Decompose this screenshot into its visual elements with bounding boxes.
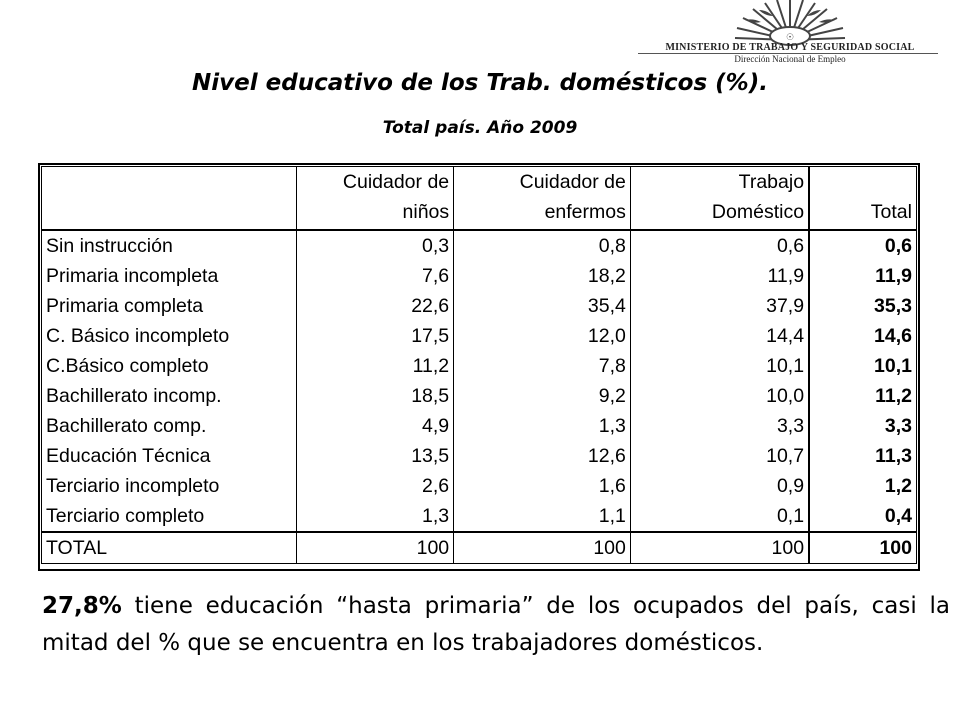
table-cell-total: 3,3: [808, 411, 917, 441]
table-cell: 1,1: [453, 501, 631, 532]
table-cell: 1,6: [453, 471, 631, 501]
column-header: Cuidador de: [453, 166, 631, 197]
table-cell: 100: [629, 531, 810, 564]
table-row: Terciario completo 1,3 1,1 0,1 0,4: [42, 501, 917, 532]
table-cell-total: 11,2: [808, 381, 917, 411]
slide-title: Nivel educativo de los Trab. domésticos …: [192, 70, 768, 96]
table-cell: 0,8: [453, 230, 631, 261]
table-cell: 9,2: [453, 381, 631, 411]
table-row: Primaria incompleta 7,6 18,2 11,9 11,9: [42, 261, 917, 291]
table-cell: 1,3: [453, 411, 631, 441]
column-header: Doméstico: [629, 197, 810, 231]
table-cell: 0,1: [629, 501, 810, 532]
table-cell: 0,3: [295, 230, 454, 261]
table-cell: 4,9: [295, 411, 454, 441]
svg-text:☉: ☉: [786, 33, 794, 43]
education-table: Cuidador de Cuidador de Trabajo niños en…: [41, 166, 917, 564]
row-label: Primaria completa: [46, 295, 204, 317]
table-row: Bachillerato comp. 4,9 1,3 3,3 3,3: [42, 411, 917, 441]
table-frame: [38, 163, 920, 571]
table-cell: 0,9: [629, 471, 810, 501]
table-row: Educación Técnica 13,5 12,6 10,7 11,3: [42, 441, 917, 471]
table-cell: 11,2: [295, 351, 454, 381]
row-label: Bachillerato incomp.: [46, 385, 222, 407]
table-cell: 13,5: [295, 441, 454, 471]
row-label: TOTAL: [41, 531, 297, 564]
table-cell-total: 0,4: [808, 501, 917, 532]
note-highlight: 27,8%: [42, 593, 122, 619]
slide-subtitle: Total país. Año 2009: [382, 118, 578, 138]
table-cell-total: 10,1: [808, 351, 917, 381]
table-cell: 12,0: [453, 321, 631, 351]
table-cell-total: 11,3: [808, 441, 917, 471]
column-header-label: [41, 197, 297, 231]
summary-note: 27,8% tiene educación “hasta primaria” d…: [42, 588, 950, 662]
column-header: [808, 166, 917, 197]
table-row: C.Básico completo 11,2 7,8 10,1 10,1: [42, 351, 917, 381]
table-cell: 10,0: [629, 381, 810, 411]
sun-emblem-icon: ☉: [734, 0, 846, 46]
table-cell: 11,9: [629, 261, 810, 291]
table-cell: 1,3: [295, 501, 454, 532]
column-header: niños: [295, 197, 454, 231]
table-row: C. Básico incompleto 17,5 12,0 14,4 14,6: [42, 321, 917, 351]
note-text: tiene educación “hasta primaria” de los …: [42, 593, 950, 656]
table-cell-total: 0,6: [808, 230, 917, 261]
ministry-name: MINISTERIO DE TRABAJO Y SEGURIDAD SOCIAL: [665, 42, 915, 53]
table-cell: 22,6: [295, 291, 454, 321]
table-cell: 7,8: [453, 351, 631, 381]
row-label: Terciario completo: [46, 505, 205, 527]
column-header: Total: [808, 197, 917, 231]
table-cell: 3,3: [629, 411, 810, 441]
table-cell-total: 14,6: [808, 321, 917, 351]
table-cell: 18,5: [295, 381, 454, 411]
table-cell-total: 35,3: [808, 291, 917, 321]
table-cell: 7,6: [295, 261, 454, 291]
table-cell: 14,4: [629, 321, 810, 351]
row-label: Sin instrucción: [46, 235, 173, 257]
table-row: Terciario incompleto 2,6 1,6 0,9 1,2: [42, 471, 917, 501]
table-cell: 12,6: [453, 441, 631, 471]
row-label: Bachillerato comp.: [46, 415, 207, 437]
table-header-row-1: Cuidador de Cuidador de Trabajo: [42, 166, 917, 198]
table-row: Bachillerato incomp. 18,5 9,2 10,0 11,2: [42, 381, 917, 411]
table-cell: 100: [295, 531, 454, 564]
logo-divider: [638, 53, 938, 54]
table-cell-total: 1,2: [808, 471, 917, 501]
column-header: Cuidador de: [295, 166, 454, 197]
table-cell: 10,1: [629, 351, 810, 381]
total-row: TOTAL 100 100 100 100: [41, 531, 917, 564]
table-row: Sin instrucción 0,3 0,8 0,6 0,6: [42, 230, 917, 261]
ministry-logo: ☉ MINISTERIO DE TRABAJO Y SEGURIDAD SOCI…: [620, 0, 960, 70]
table-cell: 100: [453, 531, 631, 564]
column-header-label: [42, 167, 297, 198]
table-cell-total: 100: [808, 531, 917, 564]
table-cell: 2,6: [295, 471, 454, 501]
table-cell: 35,4: [453, 291, 631, 321]
table-cell: 37,9: [629, 291, 810, 321]
row-label: C. Básico incompleto: [46, 325, 230, 347]
table-header-row-2: niños enfermos Doméstico Total: [41, 197, 917, 231]
table-cell: 0,6: [629, 230, 810, 261]
table-cell-total: 11,9: [808, 261, 917, 291]
table-cell: 17,5: [295, 321, 454, 351]
column-header: enfermos: [453, 197, 631, 231]
row-label: Primaria incompleta: [46, 265, 219, 287]
row-label: Educación Técnica: [46, 445, 211, 467]
table-cell: 10,7: [629, 441, 810, 471]
row-label: C.Básico completo: [46, 355, 209, 377]
row-label: Terciario incompleto: [46, 475, 220, 497]
table-cell: 18,2: [453, 261, 631, 291]
column-header: Trabajo: [629, 166, 810, 197]
department-name: Dirección Nacional de Empleo: [734, 54, 846, 64]
table-row: Primaria completa 22,6 35,4 37,9 35,3: [42, 291, 917, 321]
